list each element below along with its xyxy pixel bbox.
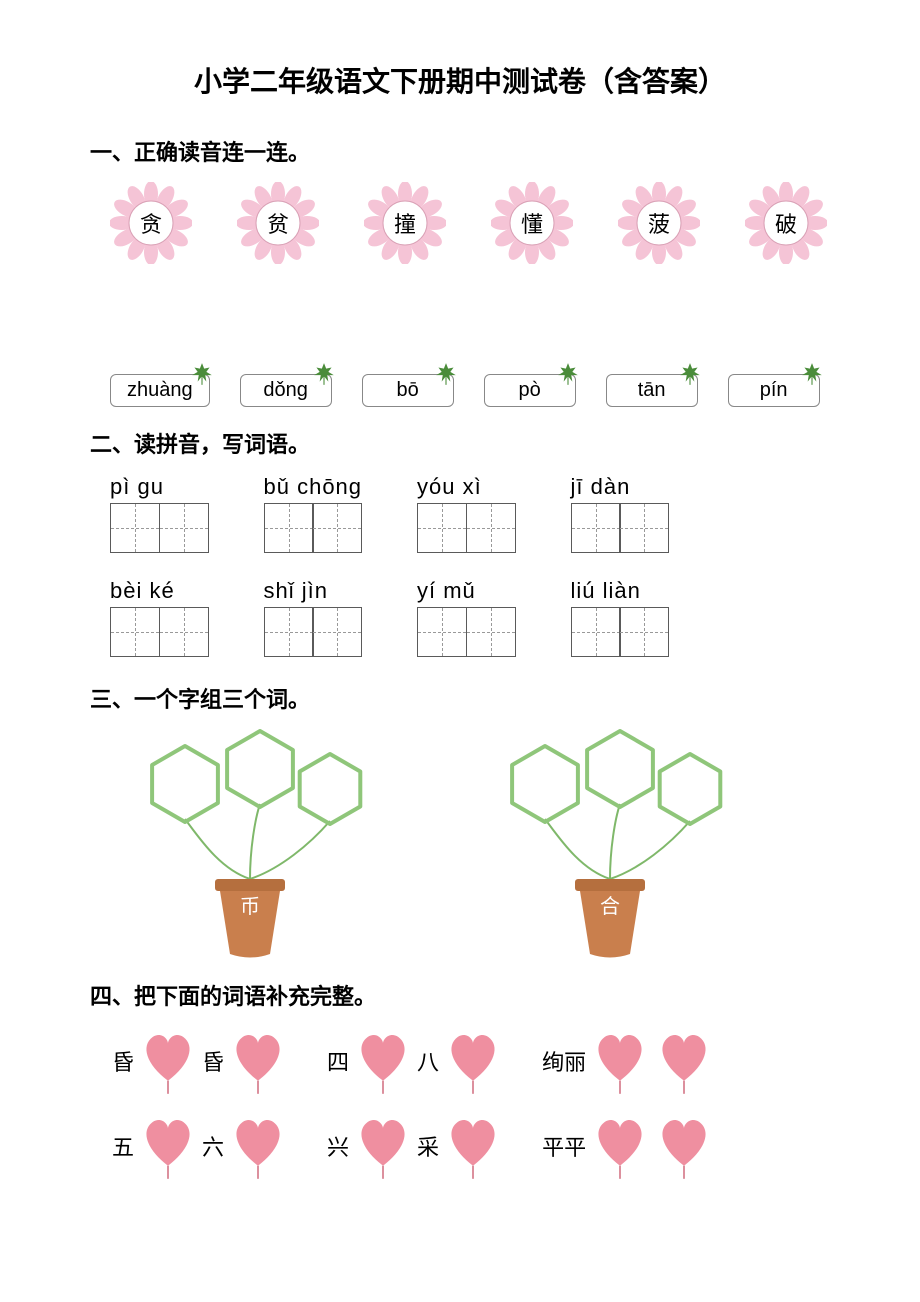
- idiom-text: 六: [202, 1130, 224, 1162]
- heart-icon: [650, 1026, 718, 1096]
- flower-char: 贪: [140, 207, 162, 239]
- pinyin-leaf-box: dǒng: [240, 374, 332, 407]
- idiom-text: 绚丽: [542, 1045, 586, 1077]
- idiom-text: 五: [112, 1130, 134, 1162]
- pot-plant: 币: [120, 729, 380, 959]
- heart-icon: [349, 1111, 417, 1181]
- page-title: 小学二年级语文下册期中测试卷（含答案）: [90, 60, 830, 100]
- idiom-group: 昏 昏: [110, 1026, 290, 1096]
- tianzige[interactable]: [264, 607, 363, 657]
- tianzige[interactable]: [110, 503, 209, 553]
- heart-icon: [134, 1111, 202, 1181]
- idiom-group: 五 六: [110, 1111, 290, 1181]
- flower-item: 破: [745, 182, 827, 264]
- pinyin-leaf-box: zhuàng: [110, 374, 210, 407]
- heart-icon: [349, 1026, 417, 1096]
- leaf-icon: [799, 361, 825, 387]
- pinyin-label: bǔ chōng: [264, 474, 363, 500]
- flower-char: 贫: [267, 207, 289, 239]
- heart-icon: [224, 1026, 292, 1096]
- pinyin-label: liú liàn: [571, 578, 641, 604]
- flower-char: 菠: [648, 207, 670, 239]
- heart-row: 昏 昏 四 八 绚丽: [110, 1026, 830, 1096]
- pot-char: 币: [240, 890, 260, 919]
- leaf-icon: [677, 361, 703, 387]
- heart-area: 昏 昏 四 八 绚丽 五 六 兴 采 平平: [90, 1026, 830, 1181]
- heart-row: 五 六 兴 采 平平: [110, 1111, 830, 1181]
- flower-item: 懂: [491, 182, 573, 264]
- heart-icon: [134, 1026, 202, 1096]
- idiom-group: 平平: [540, 1111, 716, 1181]
- pinyin-label: bèi ké: [110, 578, 175, 604]
- heart-icon: [586, 1111, 654, 1181]
- pinyin-leaf-box: tān: [606, 374, 698, 407]
- section-3-header: 三、一个字组三个词。: [90, 682, 830, 714]
- flower-item: 贫: [237, 182, 319, 264]
- flower-row: 贪贫撞懂菠破: [110, 182, 830, 264]
- pinyin-row-2: bèi ké shǐ jìn yí mǔ liú liàn: [110, 578, 830, 657]
- idiom-group: 四 八: [325, 1026, 505, 1096]
- pinyin-label: pì gu: [110, 474, 164, 500]
- flower-char: 撞: [394, 207, 416, 239]
- section-2-header: 二、读拼音，写词语。: [90, 427, 830, 459]
- flower-item: 菠: [618, 182, 700, 264]
- pinyin-leaf-box: pò: [484, 374, 576, 407]
- tianzige[interactable]: [417, 503, 516, 553]
- pinyin-leaf-box: bō: [362, 374, 454, 407]
- tianzige[interactable]: [264, 503, 363, 553]
- heart-icon: [439, 1026, 507, 1096]
- idiom-text: 平平: [542, 1130, 586, 1162]
- pinyin-item: shǐ jìn: [264, 578, 363, 657]
- heart-icon: [586, 1026, 654, 1096]
- pinyin-item: yí mǔ: [417, 578, 516, 657]
- pinyin-leaf-box: pín: [728, 374, 820, 407]
- heart-icon: [224, 1111, 292, 1181]
- tianzige[interactable]: [110, 607, 209, 657]
- pinyin-item: bèi ké: [110, 578, 209, 657]
- idiom-text: 四: [327, 1045, 349, 1077]
- leaf-row: zhuàng dǒng bō pò tān pín: [110, 374, 830, 407]
- idiom-text: 昏: [112, 1045, 134, 1077]
- tianzige[interactable]: [571, 607, 670, 657]
- section-1-header: 一、正确读音连一连。: [90, 135, 830, 167]
- idiom-text: 兴: [327, 1130, 349, 1162]
- idiom-text: 采: [417, 1130, 439, 1162]
- heart-icon: [439, 1111, 507, 1181]
- idiom-text: 八: [417, 1045, 439, 1077]
- section-4-header: 四、把下面的词语补充完整。: [90, 979, 830, 1011]
- flower-item: 贪: [110, 182, 192, 264]
- pinyin-item: bǔ chōng: [264, 474, 363, 553]
- leaf-icon: [189, 361, 215, 387]
- idiom-group: 绚丽: [540, 1026, 716, 1096]
- pinyin-item: pì gu: [110, 474, 209, 553]
- pinyin-row-1: pì gu bǔ chōng yóu xì jī dàn: [110, 474, 830, 553]
- pinyin-item: jī dàn: [571, 474, 670, 553]
- leaf-icon: [555, 361, 581, 387]
- pot-char: 合: [600, 890, 620, 919]
- leaf-icon: [311, 361, 337, 387]
- tianzige[interactable]: [571, 503, 670, 553]
- heart-icon: [650, 1111, 718, 1181]
- pinyin-label: yóu xì: [417, 474, 482, 500]
- flower-char: 破: [775, 207, 797, 239]
- pinyin-label: shǐ jìn: [264, 578, 328, 604]
- pinyin-label: jī dàn: [571, 474, 631, 500]
- pot-row: 币 合: [120, 729, 830, 959]
- pinyin-item: yóu xì: [417, 474, 516, 553]
- pot-plant: 合: [480, 729, 740, 959]
- pinyin-label: yí mǔ: [417, 578, 476, 604]
- idiom-group: 兴 采: [325, 1111, 505, 1181]
- leaf-icon: [433, 361, 459, 387]
- idiom-text: 昏: [202, 1045, 224, 1077]
- tianzige[interactable]: [417, 607, 516, 657]
- flower-char: 懂: [521, 207, 543, 239]
- flower-item: 撞: [364, 182, 446, 264]
- pinyin-item: liú liàn: [571, 578, 670, 657]
